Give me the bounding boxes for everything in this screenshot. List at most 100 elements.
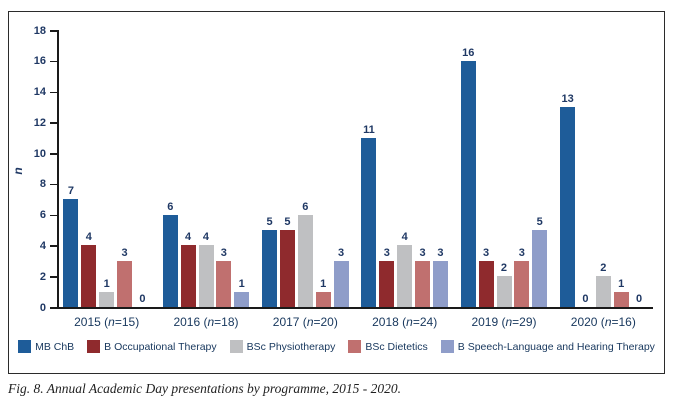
- legend-swatch: [348, 340, 362, 353]
- bar-bsc-physiotherapy-2015: [99, 291, 115, 307]
- bar-bsc-physiotherapy-2019: [496, 276, 512, 307]
- bar-b-occupational-therapy-2019: [478, 260, 494, 307]
- bar-bsc-physiotherapy-2016: [198, 245, 214, 307]
- x-axis-line: [57, 307, 653, 309]
- bar-value-label: 6: [302, 200, 309, 213]
- y-tick-mark: [50, 91, 57, 94]
- bar-value-label: 5: [266, 216, 273, 229]
- y-tick-label: 16: [33, 55, 46, 68]
- bar-mb-chb-2017: [262, 230, 278, 307]
- bar-bsc-dietetics-2017: [315, 291, 331, 307]
- y-tick-mark: [50, 153, 57, 155]
- bar-mb-chb-2019: [460, 60, 476, 307]
- y-tick-mark: [50, 214, 57, 217]
- y-tick-label: 2: [39, 270, 46, 283]
- bar-value-label: 1: [103, 277, 110, 290]
- bar-bsc-physiotherapy-2017: [297, 214, 313, 307]
- bar-value-label: 4: [185, 231, 192, 244]
- legend-item-mb-chb: MB ChB: [18, 340, 74, 353]
- bar-value-label: 1: [618, 277, 625, 290]
- bar-value-label: 0: [582, 293, 589, 305]
- bar-value-label: 0: [139, 293, 146, 305]
- bar-b-speech-language-and-hearing-therapy-2018: [432, 260, 448, 307]
- figure-caption: Fig. 8. Annual Academic Day presentation…: [8, 381, 401, 396]
- y-tick-mark: [50, 245, 57, 247]
- legend: MB ChB B Occupational Therapy BSc Physioth…: [9, 340, 664, 353]
- legend-swatch: [87, 340, 101, 353]
- y-tick-mark: [50, 276, 57, 278]
- y-tick-mark: [50, 183, 57, 186]
- bar-value-label: 2: [500, 262, 508, 275]
- x-axis-category-label: 2018 (n=24): [372, 315, 438, 329]
- y-tick-mark: [50, 30, 57, 32]
- y-tick-mark: [50, 60, 57, 63]
- y-tick-label: 18: [33, 24, 46, 37]
- bar-b-speech-language-and-hearing-therapy-2017: [333, 260, 349, 307]
- y-tick-label: 12: [33, 116, 46, 129]
- y-tick-mark: [50, 122, 57, 124]
- bar-bsc-dietetics-2015: [117, 260, 133, 307]
- bar-value-label: 3: [121, 246, 128, 259]
- bar-value-label: 1: [238, 277, 245, 290]
- x-axis-category-label: 2017 (n=20): [272, 315, 338, 329]
- bar-value-label: 11: [363, 123, 375, 136]
- x-axis-category-label: 2015 (n=15): [74, 315, 140, 329]
- bar-value-label: 13: [561, 92, 574, 105]
- legend-label: BSc Physiotherapy: [246, 340, 336, 353]
- bar-b-occupational-therapy-2016: [180, 245, 196, 307]
- bar-value-label: 3: [337, 246, 345, 259]
- bar-b-occupational-therapy-2015: [81, 245, 97, 307]
- bar-mb-chb-2016: [162, 214, 178, 307]
- y-tick-mark: [50, 307, 57, 309]
- bar-value-label: 4: [401, 231, 408, 244]
- chart-area: n MB ChB B Occupational Therapy BSc Physio…: [9, 12, 664, 373]
- bar-b-speech-language-and-hearing-therapy-2019: [532, 230, 548, 307]
- bar-value-label: 7: [67, 185, 74, 198]
- bar-value-label: 3: [383, 246, 390, 259]
- x-axis-category-label: 2016 (n=18): [173, 315, 239, 329]
- bar-value-label: 0: [635, 293, 643, 305]
- legend-label: MB ChB: [35, 340, 75, 353]
- legend-swatch: [18, 340, 32, 353]
- bar-b-speech-language-and-hearing-therapy-2016: [234, 291, 250, 307]
- bar-bsc-physiotherapy-2018: [397, 245, 413, 307]
- legend-item-bsc-dietetics: BSc Dietetics: [348, 340, 428, 353]
- legend-swatch: [229, 340, 243, 353]
- legend-label: B Occupational Therapy: [104, 340, 217, 353]
- x-axis-category-label: 2019 (n=29): [471, 315, 537, 329]
- bar-value-label: 5: [536, 216, 543, 229]
- bar-mb-chb-2018: [361, 137, 377, 307]
- y-tick-label: 14: [33, 86, 46, 99]
- legend-label: B Speech-Language and Hearing Therapy: [457, 340, 655, 353]
- bar-value-label: 3: [220, 246, 227, 259]
- bar-value-label: 3: [483, 246, 490, 259]
- bar-value-label: 3: [419, 246, 426, 259]
- y-tick-label: 6: [39, 209, 46, 222]
- bar-value-label: 1: [320, 277, 327, 290]
- bar-value-label: 4: [85, 231, 92, 244]
- y-tick-label: 4: [39, 239, 46, 252]
- bar-bsc-dietetics-2019: [514, 260, 530, 307]
- bar-bsc-physiotherapy-2020: [595, 276, 611, 307]
- bar-bsc-dietetics-2018: [415, 260, 431, 307]
- y-tick-label: 8: [39, 178, 46, 191]
- y-tick-label: 10: [33, 147, 46, 160]
- legend-item-bsc-physiotherapy: BSc Physiotherapy: [229, 340, 336, 353]
- bar-value-label: 2: [600, 262, 607, 275]
- legend-item-b-speech-language-and-hearing-therapy: B Speech-Language and Hearing Therapy: [440, 340, 655, 353]
- bar-value-label: 4: [202, 231, 210, 244]
- bar-value-label: 6: [167, 200, 174, 213]
- y-axis-line: [57, 30, 59, 309]
- bar-mb-chb-2015: [63, 199, 79, 307]
- bar-value-label: 5: [284, 216, 291, 229]
- legend-label: BSc Dietetics: [365, 340, 428, 353]
- bar-value-label: 3: [437, 246, 444, 259]
- legend-item-b-occupational-therapy: B Occupational Therapy: [87, 340, 217, 353]
- y-tick-label: 0: [39, 301, 46, 314]
- bar-bsc-dietetics-2020: [613, 291, 629, 307]
- bar-b-occupational-therapy-2017: [279, 230, 295, 307]
- bar-value-label: 3: [518, 246, 525, 259]
- x-axis-category-label: 2020 (n=16): [570, 315, 636, 329]
- bar-bsc-dietetics-2016: [216, 260, 232, 307]
- bar-mb-chb-2020: [560, 106, 576, 307]
